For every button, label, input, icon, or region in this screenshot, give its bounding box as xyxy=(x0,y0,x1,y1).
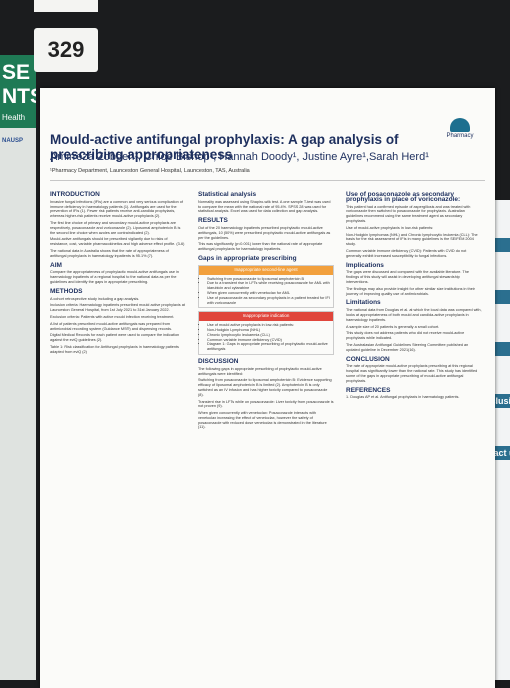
paragraph: The first line choice of primary and sec… xyxy=(50,220,181,235)
section-heading: Use of posaconazole as secondary prophyl… xyxy=(346,191,461,203)
tag-card-top xyxy=(34,0,98,12)
paragraph: The rate of appropriate mould-active pro… xyxy=(346,364,478,383)
gap-item: Chronic lymphocytic leukaemia (CLL) xyxy=(207,333,333,338)
left-heading-block: SE NTS xyxy=(0,55,36,113)
gap-item: Use of mould active prophylaxis in low-r… xyxy=(207,323,333,328)
paragraph: Non-Hodgkin lymphomas (NHL) and Chronic … xyxy=(346,232,478,247)
paragraph: Exclusion criteria: Patients with active… xyxy=(50,314,175,319)
paragraph: The findings may also provide insight fo… xyxy=(346,286,475,296)
section-heading: AIM xyxy=(50,261,62,269)
gap-box: Inappropriate indicationUse of mould act… xyxy=(198,311,334,355)
paragraph: Digital Medical Records for each patient… xyxy=(50,333,180,343)
section-heading: Implications xyxy=(346,261,384,269)
section-heading: DISCUSSION xyxy=(198,357,239,365)
gap-box: Inappropriate second-line agent Switching… xyxy=(198,264,334,309)
paragraph: 1. Douglas AP et al. Antifungal prophyla… xyxy=(346,395,460,400)
paragraph: This study does not address patients who… xyxy=(346,331,465,341)
gap-item: Common variable immune deficiency (CVID) xyxy=(207,338,333,343)
left-heading: NTS xyxy=(2,85,36,108)
gap-box-title: Inappropriate second-line agent xyxy=(199,265,333,275)
paragraph: This was significantly (p<0.001) lower t… xyxy=(198,242,323,252)
paragraph: A list of patients prescribed mould-acti… xyxy=(50,321,173,331)
gap-item: Non-Hodgkin Lymphoma (NHL) xyxy=(207,328,333,333)
paragraph: This patient had a confirmed episode of … xyxy=(346,204,471,223)
main-poster: Pharmacy Mould-active antifungal prophyl… xyxy=(40,88,495,688)
section-heading: Statistical analysis xyxy=(198,191,257,198)
paragraph: The national data from Douglas et al. at… xyxy=(346,308,482,322)
left-poster: SE NTS Health NAUSP xyxy=(0,55,36,680)
paragraph: Normality was assessed using Shapiro-wil… xyxy=(198,199,331,214)
poster-title: Mould-active antifungal prophylaxis: A g… xyxy=(50,132,399,162)
paragraph: Table 1: Risk classification for Antifun… xyxy=(50,344,179,354)
affiliation: ¹Pharmacy Department, Launceston General… xyxy=(50,168,250,174)
left-subtitle: Health xyxy=(0,113,36,128)
gap-item: Switching from posaconazole to liposomal… xyxy=(207,277,333,282)
section-heading: METHODS xyxy=(50,287,83,295)
gap-item: When given concurrently with venetoclax … xyxy=(207,291,333,296)
authors: Amirreza Zobdeh¹, Chloe Bishop¹, Hannah … xyxy=(50,151,429,163)
paragraph: Mould-active antifungals should be presc… xyxy=(50,237,185,247)
gap-list: Switching from posaconazole to liposomal… xyxy=(199,277,333,306)
paragraph: A sample size of 20 patients is generall… xyxy=(346,324,440,329)
paragraph: Out of the 20 haematology inpatients pre… xyxy=(198,225,331,240)
section-heading: CONCLUSION xyxy=(346,355,390,363)
gap-list: Use of mould active prophylaxis in low-r… xyxy=(199,323,333,352)
column: Statistical analysis Normality was assess… xyxy=(198,188,334,432)
paragraph: When given concurrently with venetoclax:… xyxy=(198,411,327,430)
logo-text: Pharmacy xyxy=(446,133,474,139)
paragraph: Compare the appropriateness of prophylac… xyxy=(50,270,179,284)
left-heading: SE xyxy=(2,61,31,84)
section-heading: INTRODUCTION xyxy=(50,191,100,198)
section-heading: RESULTS xyxy=(198,217,228,225)
paragraph: The following gaps in appropriate prescr… xyxy=(198,366,322,376)
paragraph: Transient rise in LFTs while on posacona… xyxy=(198,399,334,409)
gap-item: Diagram 1: Gaps in appropriate prescribi… xyxy=(207,342,333,352)
paragraph: Use of mould-active prophylaxis in low-r… xyxy=(346,225,434,230)
paragraph: Common variable immune deficiency (CVID)… xyxy=(346,248,467,258)
paragraph: Switching from posaconazole to liposomal… xyxy=(198,378,332,397)
poster-number: 329 xyxy=(34,28,98,72)
logo-mark xyxy=(450,118,470,132)
section-heading: Limitations xyxy=(346,299,381,307)
paragraph: The Australasian Antifungal Guidelines S… xyxy=(346,342,469,352)
paragraph: The gaps were discussed and compared wit… xyxy=(346,270,469,284)
logo: Pharmacy xyxy=(435,118,485,139)
divider xyxy=(50,180,485,181)
paragraph: Invasive fungal infections (IFIs) are a … xyxy=(50,199,183,219)
gap-item: Due to a transient rise in LFTs while re… xyxy=(207,281,333,291)
section-heading: REFERENCES xyxy=(346,386,391,394)
column: INTRODUCTION Invasive fungal infections (… xyxy=(50,188,186,357)
paragraph: A cohort retrospective study including a… xyxy=(50,296,140,301)
paragraph: The national data in Australia shows tha… xyxy=(50,248,169,258)
paragraph: Inclusion criteria: Haematology inpatien… xyxy=(50,303,185,313)
gap-item: Use of posaconazole as secondary prophyl… xyxy=(207,296,333,306)
column: Use of posaconazole as secondary prophyl… xyxy=(346,188,482,402)
left-logo: NAUSP xyxy=(2,138,24,144)
section-heading: Gaps in appropriate prescribing xyxy=(198,254,297,262)
gap-box-title: Inappropriate indication xyxy=(199,312,333,322)
